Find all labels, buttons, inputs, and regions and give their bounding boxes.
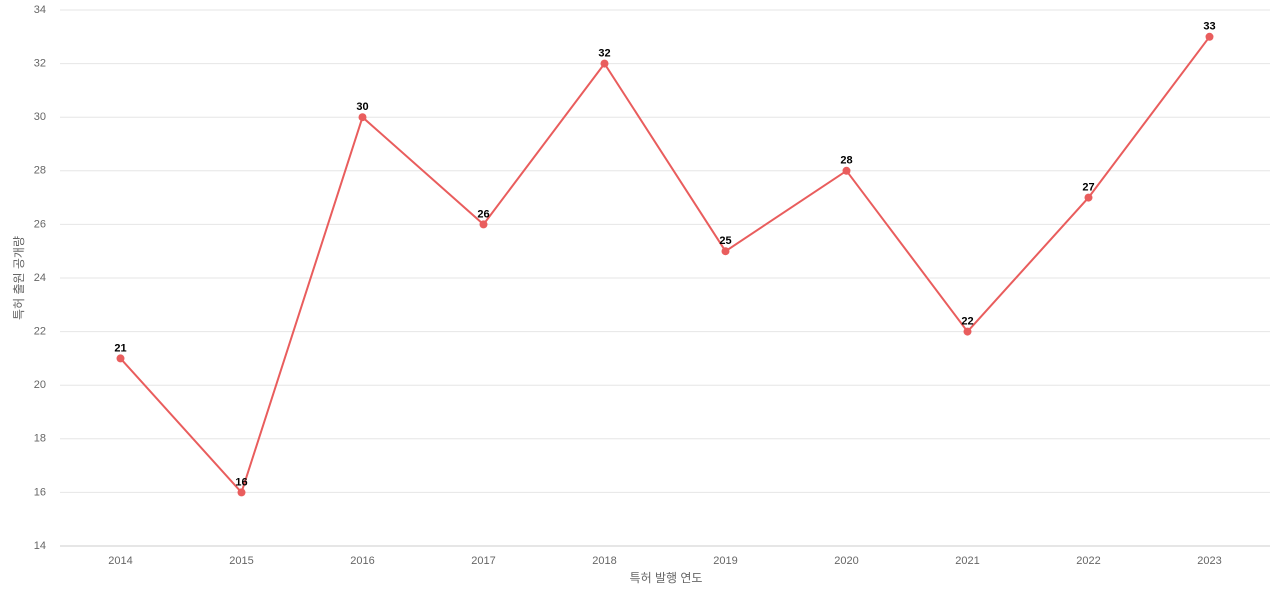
y-tick-label: 22	[34, 326, 46, 338]
y-tick-label: 14	[34, 540, 46, 552]
data-label: 22	[961, 316, 973, 328]
data-label: 27	[1082, 182, 1094, 194]
y-tick-label: 18	[34, 433, 46, 445]
x-tick-label: 2014	[108, 555, 132, 567]
point	[1084, 193, 1093, 202]
x-tick-label: 2021	[955, 555, 979, 567]
data-label: 21	[114, 342, 126, 354]
y-tick-label: 28	[34, 165, 46, 177]
y-tick-label: 26	[34, 218, 46, 230]
x-tick-label: 2020	[834, 555, 858, 567]
x-tick-label: 2023	[1197, 555, 1221, 567]
x-tick-label: 2016	[350, 555, 374, 567]
point	[842, 166, 851, 175]
y-tick-label: 34	[34, 4, 46, 16]
data-label: 26	[477, 208, 489, 220]
x-tick-label: 2022	[1076, 555, 1100, 567]
data-label: 33	[1203, 21, 1215, 33]
x-tick-label: 2015	[229, 555, 253, 567]
point	[116, 354, 125, 363]
point	[600, 59, 609, 68]
point	[358, 113, 367, 122]
y-tick-label: 24	[34, 272, 46, 284]
data-label: 16	[235, 476, 247, 488]
x-tick-label: 2018	[592, 555, 616, 567]
y-tick-label: 16	[34, 486, 46, 498]
point	[721, 247, 730, 256]
y-tick-label: 20	[34, 379, 46, 391]
data-label: 30	[356, 101, 368, 113]
x-tick-label: 2017	[471, 555, 495, 567]
x-axis-title: 특허 발행 연도	[630, 570, 703, 585]
data-label: 28	[840, 155, 852, 167]
x-tick-label: 2019	[713, 555, 737, 567]
y-axis-title: 특허 출원 공개량	[12, 236, 26, 320]
point	[479, 220, 488, 229]
y-tick-label: 32	[34, 58, 46, 70]
y-tick-label: 30	[34, 111, 46, 123]
data-label: 25	[719, 235, 731, 247]
data-label: 32	[598, 48, 610, 60]
line	[119, 36, 1211, 495]
point	[963, 327, 972, 336]
point	[1205, 32, 1214, 41]
point	[237, 488, 246, 497]
